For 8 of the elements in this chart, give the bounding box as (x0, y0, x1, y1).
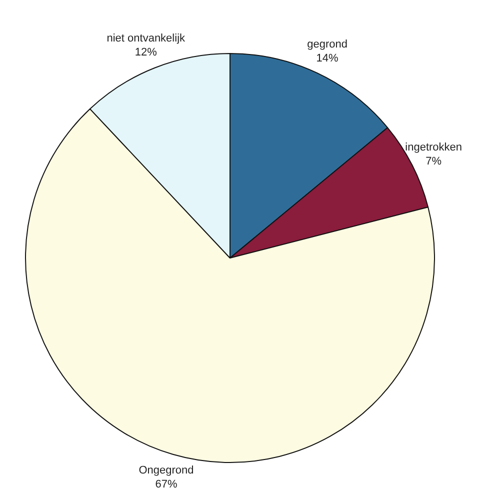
slice-label: Ongegrond (138, 464, 194, 476)
slice-label: gegrond (307, 38, 348, 50)
data-label: 7% (426, 155, 442, 168)
data-label: 67% (155, 478, 178, 490)
slice-label: ingetrokken (405, 141, 462, 154)
data-label: 14% (316, 52, 339, 64)
slice-label: niet ontvankelijk (106, 32, 186, 45)
data-label: 12% (134, 46, 158, 59)
